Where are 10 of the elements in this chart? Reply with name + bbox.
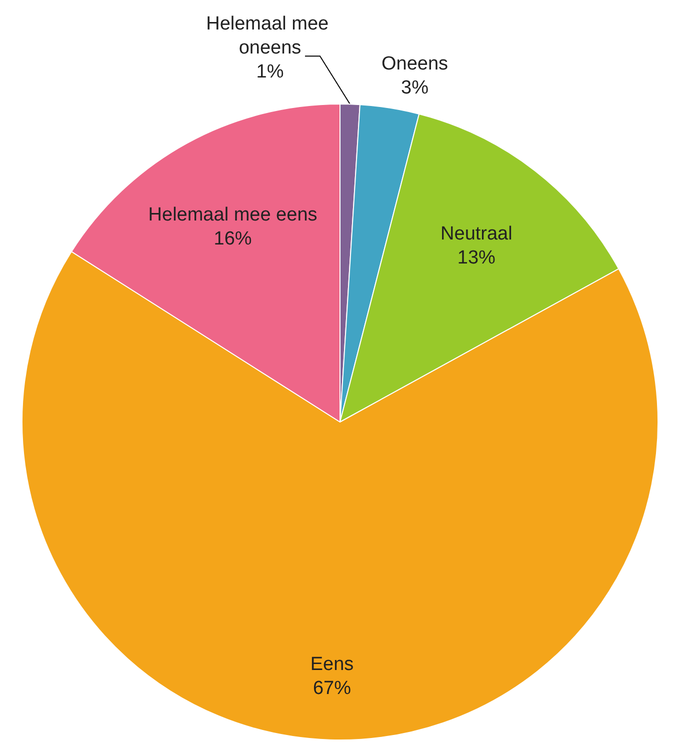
data-label: 13%: [457, 248, 496, 269]
slice-label: Neutraal: [440, 224, 512, 245]
slice-label: Helemaal mee oneens: [206, 14, 334, 59]
slice-label: Oneens: [381, 53, 448, 74]
data-label: 3%: [401, 77, 429, 98]
data-label: 67%: [312, 678, 352, 699]
slice-label: Helemaal mee eens: [148, 204, 318, 226]
slice-label: Eens: [310, 654, 354, 675]
data-label: 1%: [256, 62, 284, 83]
data-label: 16%: [214, 228, 252, 250]
